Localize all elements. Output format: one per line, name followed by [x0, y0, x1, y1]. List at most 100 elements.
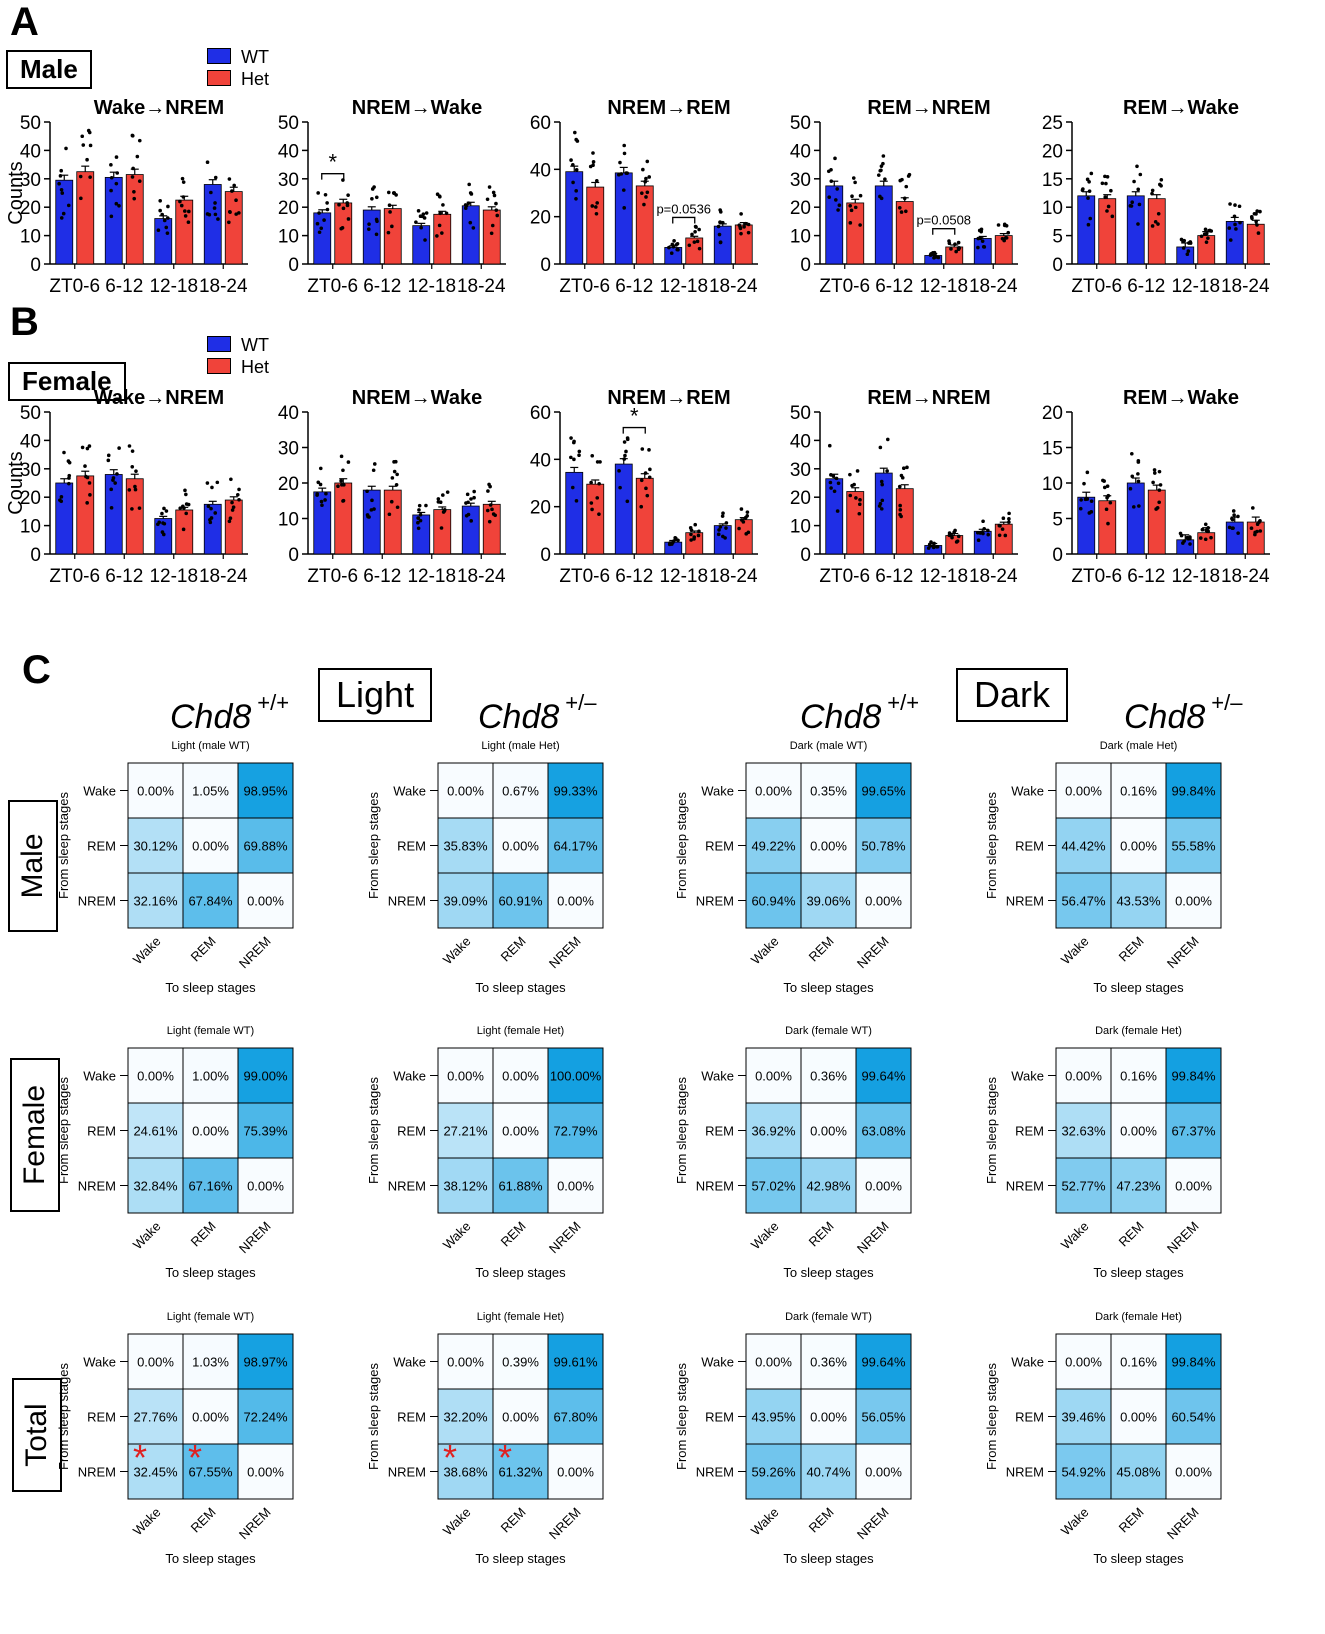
data-point — [59, 168, 64, 173]
data-point — [441, 493, 445, 497]
row-stage-label: Wake — [393, 784, 426, 799]
data-point — [878, 501, 883, 506]
heatmap-cell-label: 99.84% — [1171, 1355, 1216, 1370]
heatmap-cell — [437, 1443, 494, 1500]
bar-wt — [203, 503, 222, 555]
data-point — [721, 511, 725, 516]
data-point — [834, 198, 838, 202]
data-point — [1007, 511, 1011, 516]
heatmap-cell-label: 38.68% — [443, 1465, 488, 1480]
heatmap-cell-label: 36.92% — [751, 1124, 796, 1139]
data-point — [740, 518, 744, 522]
data-point — [181, 180, 186, 184]
col-stage-label: NREM — [854, 1219, 892, 1257]
heatmap-cell-label: 0.00% — [137, 784, 174, 799]
data-point — [571, 180, 575, 185]
chart-title: REM→NREM — [867, 97, 990, 119]
significance-star: * — [443, 1437, 457, 1478]
heatmap: Dark (male WT) 0.00% 0.35% 99.65% Wake 49.22%… — [618, 735, 976, 1015]
data-point — [1136, 479, 1141, 484]
col-stage-label: Wake — [130, 934, 164, 968]
heatmap-cell-label: 0.36% — [810, 1355, 847, 1370]
col-stage-label: REM — [806, 1219, 837, 1250]
x-tick-label: 18-24 — [1221, 566, 1270, 587]
data-point — [577, 449, 582, 454]
data-point — [743, 515, 748, 520]
heatmap-cell — [437, 1388, 494, 1445]
bar-chart-svg: Wake→NREM 0 10 20 30 40 50 Counts ZT0-6 6-12 12-18… — [5, 387, 248, 587]
y-tick-label: 20 — [20, 488, 41, 509]
x-tick-label: 18-24 — [457, 566, 506, 587]
heatmap-cell — [492, 1157, 549, 1214]
data-point — [490, 507, 494, 512]
data-point — [849, 208, 854, 213]
data-point — [1131, 505, 1136, 509]
heatmap-cell-label: 0.00% — [755, 784, 792, 799]
bar-wt — [565, 471, 584, 555]
heatmap-cell — [492, 1047, 549, 1104]
data-point — [1255, 223, 1259, 227]
heatmap-cell — [855, 872, 912, 929]
heatmap-cell — [1055, 1157, 1112, 1214]
gene-name: Chd8 — [1124, 698, 1206, 736]
data-point — [132, 196, 137, 201]
y-tick-label: 40 — [790, 141, 811, 162]
heatmap-cell — [492, 1443, 549, 1500]
heatmap-cell-label: 49.22% — [751, 839, 796, 854]
data-point — [237, 497, 241, 502]
heatmap-cell-label: 0.00% — [557, 894, 594, 909]
y-tick-label: 50 — [20, 403, 41, 424]
data-point — [694, 225, 698, 229]
heatmap-cell-label: 0.00% — [247, 1465, 284, 1480]
data-point — [1256, 231, 1261, 235]
data-point — [468, 191, 473, 195]
data-point — [60, 191, 65, 195]
col-stage-label: NREM — [854, 1505, 892, 1543]
heatmap-cell-label: 99.61% — [553, 1355, 598, 1370]
data-point — [1130, 474, 1135, 479]
data-point — [1138, 172, 1143, 177]
legend-a: WT Het — [207, 46, 269, 90]
data-point — [1252, 212, 1257, 216]
x-tick-label: 18-24 — [709, 276, 758, 297]
col-stage-label: Wake — [1058, 1219, 1092, 1253]
significance-star: * — [498, 1437, 512, 1478]
heatmap-cell — [855, 817, 912, 874]
data-point — [675, 241, 680, 246]
data-point — [494, 201, 498, 206]
x-tick-label: 18-24 — [457, 276, 506, 297]
heatmap-cell-label: 54.92% — [1061, 1465, 1106, 1480]
data-point — [931, 544, 935, 548]
heatmap-svg: Dark (male WT) 0.00% 0.35% 99.65% Wake 49.22%… — [674, 740, 976, 995]
heatmap-cell-label: 99.84% — [1171, 1069, 1216, 1084]
y-tick-label: 15 — [1042, 170, 1063, 191]
x-tick-label: 6-12 — [105, 566, 143, 587]
data-point — [80, 445, 85, 450]
heatmap-svg: Light (female Het) 0.00% 0.39% 99.61% Wake 32… — [366, 1311, 668, 1566]
data-point — [135, 154, 140, 159]
heatmap-cell — [745, 1443, 802, 1500]
bar-wt — [203, 184, 222, 265]
x-axis-label: To sleep stages — [475, 1265, 566, 1280]
y-tick-label: 40 — [20, 431, 41, 452]
heatmap-cell-label: 39.46% — [1061, 1410, 1106, 1425]
data-point — [115, 171, 120, 175]
y-axis-label: From sleep stages — [56, 792, 71, 899]
data-point — [1104, 507, 1109, 512]
x-tick-label: ZT0-6 — [49, 566, 100, 587]
data-point — [721, 220, 725, 225]
col-stage-label: REM — [1116, 1505, 1147, 1536]
male-section-label: Male — [6, 50, 92, 89]
data-point — [648, 467, 652, 472]
row-stage-label: NREM — [696, 894, 734, 909]
x-tick-label: 6-12 — [1127, 566, 1165, 587]
y-axis-label: From sleep stages — [56, 1363, 71, 1470]
data-point — [855, 469, 860, 473]
bar-wt — [565, 171, 584, 265]
data-point — [835, 187, 840, 191]
heatmap-cell-label: 0.00% — [1175, 1179, 1212, 1194]
data-point — [671, 540, 675, 545]
row-stage-label: NREM — [78, 1179, 116, 1194]
data-point — [1206, 526, 1210, 530]
data-point — [880, 482, 885, 487]
